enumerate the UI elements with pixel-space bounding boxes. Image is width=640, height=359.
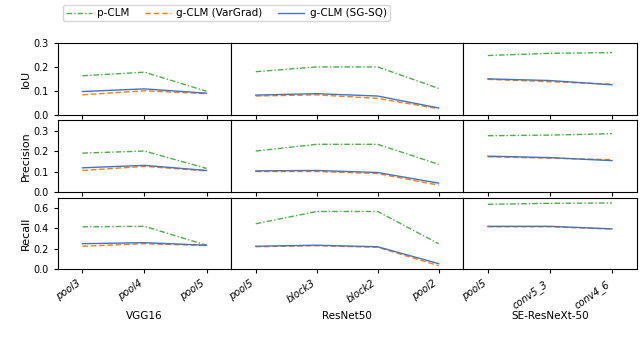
Y-axis label: Recall: Recall: [20, 217, 31, 250]
Text: ResNet50: ResNet50: [323, 311, 372, 321]
Y-axis label: IoU: IoU: [20, 70, 31, 88]
Legend: p-CLM, g-CLM (VarGrad), g-CLM (SG-SQ): p-CLM, g-CLM (VarGrad), g-CLM (SG-SQ): [63, 5, 390, 22]
Y-axis label: Precision: Precision: [20, 131, 31, 181]
Text: VGG16: VGG16: [126, 311, 163, 321]
Text: SE-ResNeXt-50: SE-ResNeXt-50: [511, 311, 589, 321]
